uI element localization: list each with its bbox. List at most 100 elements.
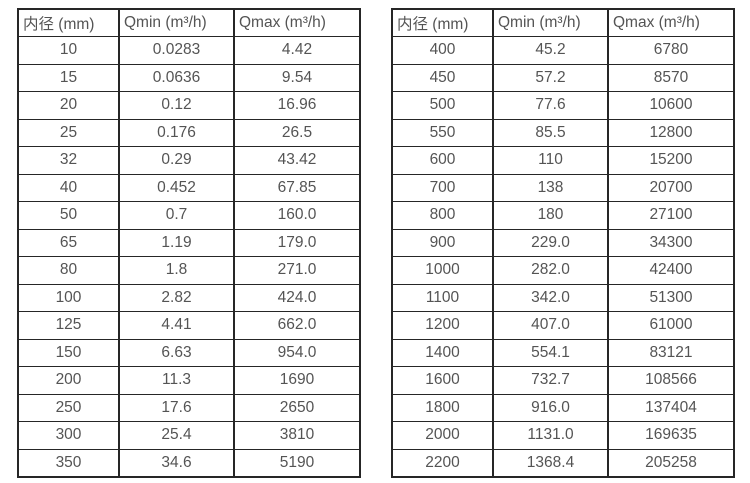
table-cell: 1100 [391,283,494,312]
table-cell: 6.63 [118,338,235,367]
table-row: 20 0.12 16.96 [17,91,361,120]
table-cell: 20 [17,91,120,120]
table-cell: 1600 [391,366,494,395]
table-row: 600 110 15200 [391,146,735,175]
table-cell: 424.0 [233,283,361,312]
table-row: 1000 282.0 42400 [391,256,735,285]
table-cell: 229.0 [492,228,609,257]
table-cell: 300 [17,421,120,450]
table-row: 500 77.6 10600 [391,91,735,120]
table-cell: 271.0 [233,256,361,285]
table-cell: 57.2 [492,63,609,92]
table-cell: 500 [391,91,494,120]
table-cell: 12800 [607,118,735,147]
table-cell: 27100 [607,201,735,230]
table-cell: 11.3 [118,366,235,395]
table-row: 40 0.452 67.85 [17,173,361,202]
table-cell: 2200 [391,448,494,478]
table-cell: 2.82 [118,283,235,312]
table-cell: 0.176 [118,118,235,147]
table-cell: 179.0 [233,228,361,257]
table-row: 200 11.3 1690 [17,366,361,395]
table-cell: 400 [391,36,494,65]
table-cell: 16.96 [233,91,361,120]
table-cell: 42400 [607,256,735,285]
table-cell: 1000 [391,256,494,285]
table-cell: 1.8 [118,256,235,285]
table-row: 2200 1368.4 205258 [391,448,735,478]
table-cell: 1800 [391,393,494,422]
table-cell: 45.2 [492,36,609,65]
table-cell: 4.42 [233,36,361,65]
table-cell: 15200 [607,146,735,175]
table-cell: 51300 [607,283,735,312]
table-row: 100 2.82 424.0 [17,283,361,312]
spec-table-small-diameters: 内径 (mm) Qmin (m³/h) Qmax (m³/h) 10 0.0283… [17,8,361,478]
table-cell: 180 [492,201,609,230]
table-cell: 137404 [607,393,735,422]
table-cell: 6780 [607,36,735,65]
table-cell: 350 [17,448,120,478]
table-cell: 110 [492,146,609,175]
table-cell: 0.0283 [118,36,235,65]
table-row: 50 0.7 160.0 [17,201,361,230]
table-row: 1100 342.0 51300 [391,283,735,312]
table-row: 1600 732.7 108566 [391,366,735,395]
table-cell: 138 [492,173,609,202]
table-body: 10 0.0283 4.42 15 0.0636 9.54 20 0.12 16.96 25 0.1… [17,36,361,478]
table-cell: 20700 [607,173,735,202]
table-cell: 800 [391,201,494,230]
table-cell: 900 [391,228,494,257]
table-cell: 40 [17,173,120,202]
table-cell: 8570 [607,63,735,92]
table-cell: 10600 [607,91,735,120]
table-cell: 1400 [391,338,494,367]
table-row: 800 180 27100 [391,201,735,230]
col-header-qmax: Qmax (m³/h) [233,8,361,37]
table-cell: 550 [391,118,494,147]
table-row: 32 0.29 43.42 [17,146,361,175]
table-cell: 32 [17,146,120,175]
table-cell: 67.85 [233,173,361,202]
table-cell: 15 [17,63,120,92]
table-row: 1800 916.0 137404 [391,393,735,422]
header-row: 内径 (mm) Qmin (m³/h) Qmax (m³/h) [17,8,361,37]
table-row: 300 25.4 3810 [17,421,361,450]
table-cell: 83121 [607,338,735,367]
table-cell: 34.6 [118,448,235,478]
table-cell: 0.0636 [118,63,235,92]
table-cell: 1200 [391,311,494,340]
table-row: 450 57.2 8570 [391,63,735,92]
table-cell: 169635 [607,421,735,450]
table-cell: 5190 [233,448,361,478]
table-cell: 0.12 [118,91,235,120]
header-row: 内径 (mm) Qmin (m³/h) Qmax (m³/h) [391,8,735,37]
table-row: 125 4.41 662.0 [17,311,361,340]
col-header-inner-diameter: 内径 (mm) [391,8,494,37]
col-header-qmax: Qmax (m³/h) [607,8,735,37]
table-cell: 4.41 [118,311,235,340]
table-cell: 342.0 [492,283,609,312]
table-cell: 1690 [233,366,361,395]
table-cell: 916.0 [492,393,609,422]
table-row: 250 17.6 2650 [17,393,361,422]
table-cell: 700 [391,173,494,202]
table-row: 2000 1131.0 169635 [391,421,735,450]
table-cell: 662.0 [233,311,361,340]
table-cell: 25 [17,118,120,147]
table-row: 1400 554.1 83121 [391,338,735,367]
table-cell: 43.42 [233,146,361,175]
table-cell: 17.6 [118,393,235,422]
table-cell: 250 [17,393,120,422]
table-cell: 61000 [607,311,735,340]
table-row: 150 6.63 954.0 [17,338,361,367]
table-cell: 26.5 [233,118,361,147]
table-cell: 80 [17,256,120,285]
table-cell: 600 [391,146,494,175]
table-cell: 3810 [233,421,361,450]
table-row: 350 34.6 5190 [17,448,361,478]
table-cell: 108566 [607,366,735,395]
table-cell: 25.4 [118,421,235,450]
table-cell: 205258 [607,448,735,478]
